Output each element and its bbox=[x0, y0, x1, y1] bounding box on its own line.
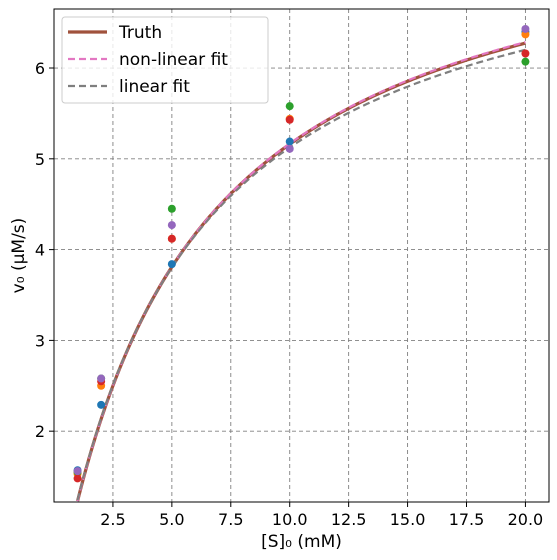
data-point bbox=[285, 137, 294, 146]
data-point bbox=[167, 234, 176, 243]
data-point bbox=[285, 102, 294, 111]
y-tick-label: 4 bbox=[35, 241, 45, 260]
data-points bbox=[73, 24, 530, 483]
fit-lines bbox=[76, 41, 526, 502]
axis-ticks: 2.5 5.0 7.5 10.0 12.5 15.0 17.5 20.0 2 3 4 5 6 bbox=[35, 59, 543, 529]
y-tick-label: 6 bbox=[35, 59, 45, 78]
data-point bbox=[73, 467, 82, 476]
legend-box bbox=[61, 16, 269, 104]
legend-label-truth: Truth bbox=[118, 23, 162, 43]
data-point bbox=[73, 474, 82, 483]
plot-frame bbox=[53, 8, 550, 503]
curve-linear-fit bbox=[76, 48, 526, 501]
x-tick-label: 10.0 bbox=[272, 510, 308, 529]
y-tick-label: 5 bbox=[35, 150, 45, 169]
data-point bbox=[167, 260, 176, 269]
curve-non-linear-fit bbox=[76, 41, 526, 502]
data-point bbox=[97, 374, 106, 383]
legend: Truth non-linear fit linear fit bbox=[61, 16, 269, 104]
x-tick-label: 2.5 bbox=[100, 510, 125, 529]
legend-label-non-linear-fit: non-linear fit bbox=[119, 50, 228, 70]
x-axis-label: [S]₀ (mM) bbox=[261, 532, 342, 552]
x-tick-label: 7.5 bbox=[218, 510, 243, 529]
y-axis-label: v₀ (μM/s) bbox=[9, 218, 29, 294]
curve-truth bbox=[76, 41, 526, 502]
y-tick-label: 3 bbox=[35, 331, 45, 350]
data-point bbox=[521, 49, 530, 58]
data-point bbox=[521, 57, 530, 66]
data-point bbox=[167, 204, 176, 213]
x-tick-label: 20.0 bbox=[508, 510, 544, 529]
y-tick-label: 2 bbox=[35, 422, 45, 441]
data-point bbox=[285, 144, 294, 153]
x-tick-label: 5.0 bbox=[159, 510, 184, 529]
grid bbox=[54, 9, 549, 502]
x-tick-label: 15.0 bbox=[390, 510, 426, 529]
data-point bbox=[521, 24, 530, 33]
legend-label-linear-fit: linear fit bbox=[119, 77, 190, 97]
data-point bbox=[167, 221, 176, 230]
x-tick-label: 17.5 bbox=[449, 510, 485, 529]
x-tick-label: 12.5 bbox=[331, 510, 367, 529]
data-point bbox=[97, 400, 106, 409]
data-point bbox=[285, 115, 294, 124]
